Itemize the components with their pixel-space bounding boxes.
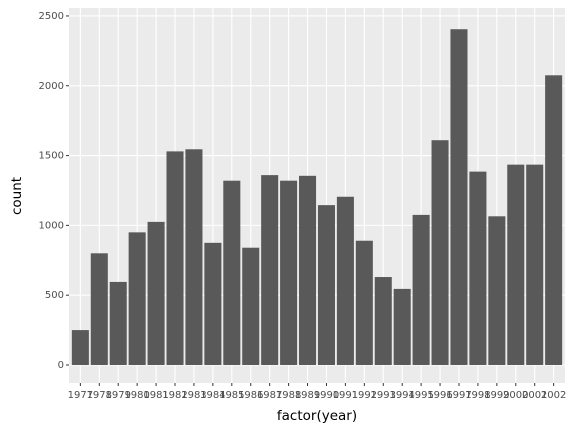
y-tick-label: 1500 [39, 151, 64, 162]
bar [469, 171, 487, 365]
x-tick-label: 1989 [295, 390, 320, 401]
bar [261, 175, 279, 365]
x-axis-title: factor(year) [277, 408, 357, 424]
x-tick-label: 1988 [276, 390, 301, 401]
x-tick-label: 1999 [484, 390, 509, 401]
tick-labels: 0 500 1000 1500 2000 2500 19771978197919801981… [39, 11, 567, 401]
bar [223, 180, 241, 365]
x-tick-label: 1982 [162, 390, 187, 401]
bar [317, 205, 335, 365]
x-tick-label: 1987 [257, 390, 282, 401]
bar [166, 151, 184, 365]
x-tick-label: 1993 [371, 390, 396, 401]
y-tick-label: 2000 [39, 81, 64, 92]
x-tick-label: 1995 [408, 390, 433, 401]
bar [336, 196, 354, 365]
x-tick-label: 1981 [143, 390, 168, 401]
y-tick-label: 500 [45, 290, 64, 301]
bars [71, 29, 563, 365]
bar [526, 164, 544, 365]
bar [374, 277, 392, 365]
x-tick-label: 1994 [389, 390, 414, 401]
bar [242, 247, 260, 365]
bar [412, 214, 430, 365]
x-tick-label: 1996 [427, 390, 452, 401]
x-tick-label: 1992 [352, 390, 377, 401]
x-tick-label: 2000 [503, 390, 528, 401]
bar [204, 242, 222, 365]
y-axis-title: count [9, 177, 25, 215]
x-tick-label: 1990 [314, 390, 339, 401]
x-tick-label: 1979 [105, 390, 130, 401]
x-tick-label: 1978 [87, 390, 112, 401]
bar [90, 253, 108, 365]
x-tick-label: 1984 [200, 390, 225, 401]
y-tick-label: 2500 [39, 11, 64, 22]
bar [71, 330, 89, 365]
bar [299, 175, 317, 365]
x-tick-label: 1977 [68, 390, 93, 401]
x-tick-label: 2002 [541, 390, 566, 401]
bar [431, 140, 449, 365]
x-tick-label: 1986 [238, 390, 263, 401]
x-tick-label: 1983 [181, 390, 206, 401]
x-tick-label: 1985 [219, 390, 244, 401]
x-tick-label: 1980 [124, 390, 149, 401]
x-tick-label: 1991 [333, 390, 358, 401]
x-tick-label: 2001 [522, 390, 547, 401]
bar [507, 164, 525, 365]
bar [147, 221, 165, 365]
bar [393, 288, 411, 365]
bar [450, 29, 468, 365]
bar [109, 281, 127, 365]
x-tick-label: 1998 [465, 390, 490, 401]
bar [545, 75, 563, 365]
x-tick-label: 1997 [446, 390, 471, 401]
bar [280, 180, 298, 365]
y-tick-label: 1000 [39, 220, 64, 231]
bar [185, 149, 203, 365]
y-tick-label: 0 [58, 360, 64, 371]
bar [355, 240, 373, 365]
bar [488, 216, 506, 365]
bar [128, 232, 146, 365]
